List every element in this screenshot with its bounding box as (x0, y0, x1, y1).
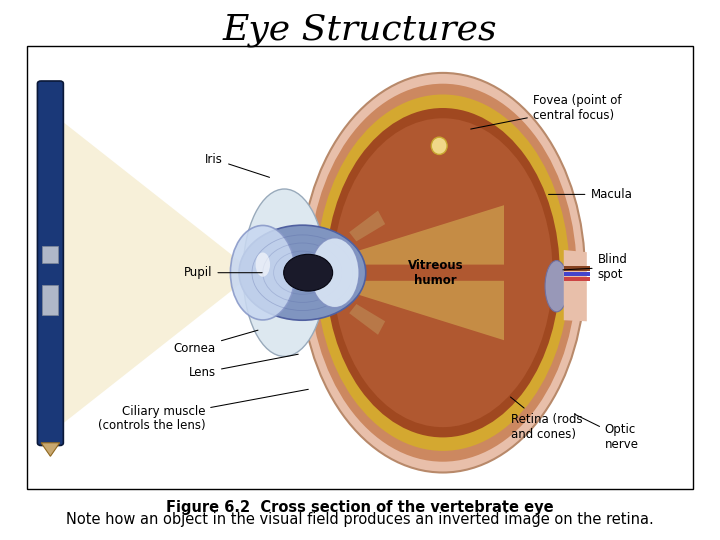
Polygon shape (41, 443, 60, 456)
Text: Cornea: Cornea (174, 330, 258, 355)
Text: Macula: Macula (549, 188, 632, 201)
Text: Figure 6.2  Cross section of the vertebrate eye: Figure 6.2 Cross section of the vertebra… (166, 500, 554, 515)
Ellipse shape (325, 108, 560, 437)
Text: Optic
nerve: Optic nerve (575, 414, 639, 451)
Bar (42, 246, 58, 262)
Bar (564, 277, 590, 281)
Polygon shape (288, 273, 504, 340)
Ellipse shape (316, 94, 570, 451)
Text: Blind
spot: Blind spot (563, 253, 627, 281)
Ellipse shape (301, 73, 585, 472)
Ellipse shape (431, 137, 447, 154)
Polygon shape (564, 250, 587, 321)
Polygon shape (59, 119, 246, 427)
Bar (42, 285, 58, 315)
Bar (564, 272, 590, 276)
Text: Fovea (point of
central focus): Fovea (point of central focus) (471, 94, 621, 129)
Ellipse shape (243, 189, 325, 356)
Polygon shape (288, 205, 504, 273)
Ellipse shape (256, 253, 270, 276)
Text: Retina (rods
and cones): Retina (rods and cones) (510, 397, 582, 441)
Ellipse shape (545, 261, 568, 312)
Ellipse shape (310, 238, 359, 308)
Circle shape (284, 254, 333, 291)
FancyBboxPatch shape (37, 81, 63, 445)
Text: Iris: Iris (205, 153, 269, 177)
Bar (564, 266, 590, 271)
Text: Vitreous
humor: Vitreous humor (408, 259, 464, 287)
Ellipse shape (230, 226, 295, 320)
Ellipse shape (333, 118, 553, 427)
Polygon shape (349, 304, 385, 335)
Circle shape (239, 225, 366, 320)
Text: Note how an object in the visual field produces an inverted image on the retina.: Note how an object in the visual field p… (66, 512, 654, 527)
Text: Pupil: Pupil (184, 266, 262, 279)
Ellipse shape (309, 84, 577, 462)
Bar (27, 46, 693, 489)
Polygon shape (349, 211, 385, 241)
Text: Eye Structures: Eye Structures (222, 13, 498, 46)
Text: Lens: Lens (189, 354, 298, 379)
Text: Ciliary muscle
(controls the lens): Ciliary muscle (controls the lens) (98, 389, 308, 433)
